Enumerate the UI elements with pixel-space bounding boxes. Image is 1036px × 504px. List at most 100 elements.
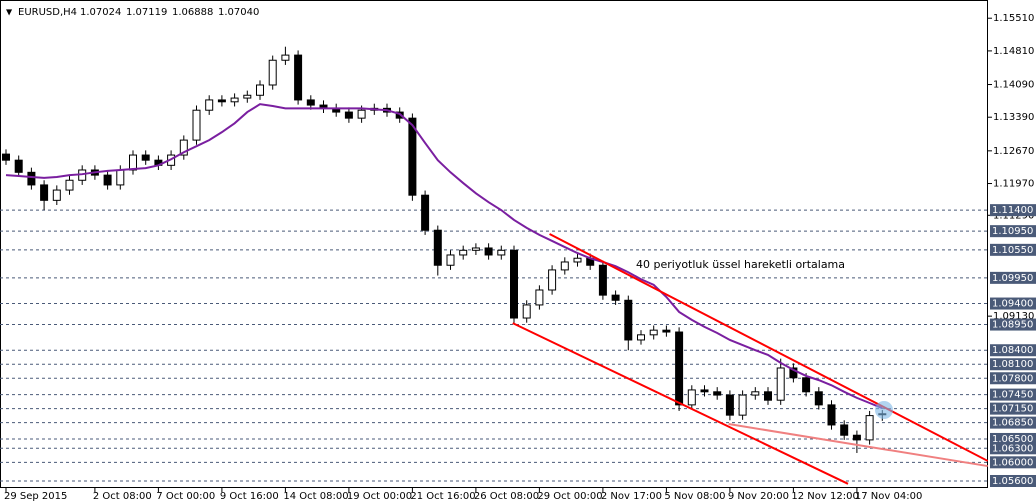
level-box (990, 372, 1036, 385)
level-label: 1.09400 (992, 299, 1033, 310)
candle-body (649, 329, 658, 336)
candle-body (141, 154, 150, 161)
candle-body (421, 194, 430, 231)
candle-body (243, 94, 252, 99)
level-box (990, 225, 1036, 238)
candle-body (129, 154, 137, 171)
candle-body (192, 109, 201, 141)
candle-body (814, 391, 823, 406)
level-box (990, 416, 1036, 429)
x-tick-label: 29 Sep 2015 (4, 491, 67, 502)
candle-body (116, 169, 125, 186)
candle-body (446, 254, 455, 266)
x-tick-label: 17 Nov 04:00 (855, 491, 922, 502)
candle-body (624, 299, 633, 341)
symbol: EURUSD,H4 (18, 7, 77, 18)
level-box (990, 271, 1036, 284)
candle-body (789, 367, 798, 379)
candle-body (471, 247, 480, 251)
price-axis: 1.15510 1.14810 1.14090 1.13390 1.12670 1.119… (988, 13, 1036, 487)
x-tick-label: 21 Oct 16:00 (410, 491, 475, 502)
candle-body (408, 117, 417, 196)
header-value: 1.07024 (80, 7, 121, 18)
candle-body (497, 249, 506, 256)
candle-body (27, 171, 36, 186)
level-label: 1.11400 (992, 205, 1033, 216)
candle-body (459, 249, 468, 256)
candle-body (611, 294, 620, 301)
level-label: 1.06000 (992, 457, 1033, 468)
level-label: 1.08100 (992, 359, 1033, 370)
candle-body (522, 304, 531, 319)
candle-body (573, 257, 582, 263)
candle-body (306, 99, 315, 106)
level-label: 1.10950 (992, 226, 1033, 237)
trendline (512, 322, 849, 485)
x-tick-label: 26 Oct 08:00 (474, 491, 539, 502)
candle-body (764, 391, 772, 401)
x-tick-label: 2 Nov 17:00 (601, 491, 662, 502)
x-tick-label: 14 Oct 08:00 (283, 491, 348, 502)
plot-frame (0, 0, 988, 488)
candle-body (662, 329, 671, 333)
candle-body (675, 331, 684, 406)
candle-body (484, 247, 493, 256)
candle-body (2, 153, 10, 161)
y-tick-label: 1.14810 (993, 46, 1034, 57)
level-box (990, 243, 1036, 256)
y-tick-label: 1.14090 (993, 80, 1034, 91)
candle-body (700, 389, 709, 393)
level-label: 1.08400 (992, 345, 1033, 356)
candle-body (840, 424, 849, 436)
trendline (549, 233, 988, 462)
header-value: 1.07040 (218, 7, 259, 18)
level-label: 1.09950 (992, 273, 1033, 284)
level-box (990, 358, 1036, 371)
y-tick-label: 1.09130 (993, 311, 1034, 322)
candle-body (637, 334, 645, 341)
candle-body (598, 264, 607, 296)
level-label: 1.07450 (992, 390, 1033, 401)
candle-body (294, 54, 303, 101)
level-label: 1.07150 (992, 404, 1033, 415)
candle-body (217, 99, 226, 103)
candle-body (256, 84, 264, 96)
annotation: 40 periyotluk üssel hareketli ortalama (636, 258, 845, 271)
candle-body (725, 394, 734, 416)
candle-body (751, 391, 760, 396)
level-box (990, 456, 1036, 469)
candle-body (65, 179, 74, 191)
plot (2, 46, 988, 485)
candle-body (548, 269, 557, 291)
x-tick-label: 5 Nov 08:00 (664, 491, 725, 502)
y-tick-label: 1.15510 (993, 13, 1034, 24)
level-box (990, 297, 1036, 310)
candle-body (738, 394, 747, 416)
candle-body (865, 415, 874, 441)
candle-body (205, 99, 214, 111)
level-label: 1.06500 (992, 434, 1033, 445)
level-box (990, 318, 1036, 331)
x-tick-label: 29 Oct 00:00 (537, 491, 602, 502)
candle-body (776, 367, 785, 401)
candle-body (40, 184, 49, 201)
x-tick-label: 7 Oct 00:00 (156, 491, 215, 502)
level-label: 1.07800 (992, 373, 1033, 384)
level-box (990, 204, 1036, 217)
candle-body (281, 54, 290, 61)
x-tick-label: 19 Oct 00:00 (347, 491, 412, 502)
level-box (990, 402, 1036, 415)
candle-body (510, 249, 518, 319)
level-box (990, 344, 1036, 357)
y-tick-label: 1.12670 (993, 146, 1034, 157)
x-tick-label: 12 Nov 12:00 (791, 491, 858, 502)
candle-body (179, 139, 188, 156)
candle-body (827, 404, 836, 426)
candle-body (535, 289, 544, 306)
y-tick-label: 1.13390 (993, 112, 1034, 123)
candle-body (687, 389, 696, 406)
level-box (990, 442, 1036, 455)
x-tick-label: 9 Nov 20:00 (728, 491, 789, 502)
level-box (990, 474, 1036, 487)
